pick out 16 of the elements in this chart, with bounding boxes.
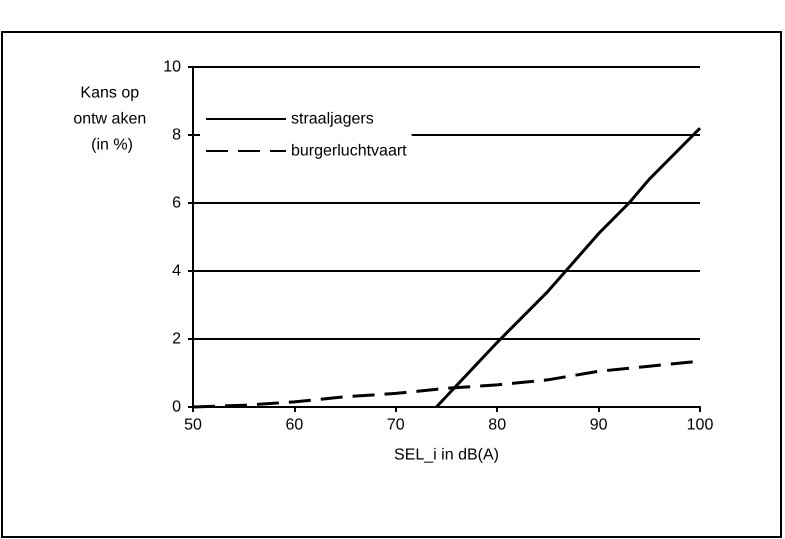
- x-tick-label: 70: [386, 416, 405, 434]
- y-tick-label: 2: [172, 330, 182, 348]
- x-tick-label: 80: [488, 416, 506, 434]
- x-tick-label: 90: [590, 416, 608, 434]
- x-tick-label: 50: [184, 416, 202, 434]
- legend-label: burgerluchtvaart: [291, 142, 408, 160]
- y-tick-label: 0: [172, 398, 182, 416]
- legend-label: straaljagers: [291, 110, 374, 128]
- y-tick-label: 4: [172, 262, 182, 280]
- x-tick-label: 100: [686, 416, 714, 434]
- y-axis-title: Kans op ontw aken (in %): [73, 84, 151, 154]
- x-tick-label: 60: [286, 416, 304, 434]
- y-tick-label: 10: [163, 58, 182, 76]
- y-tick-label: 8: [172, 126, 182, 144]
- x-axis-title: SEL_i in dB(A): [394, 446, 499, 464]
- y-tick-label: 6: [172, 194, 182, 212]
